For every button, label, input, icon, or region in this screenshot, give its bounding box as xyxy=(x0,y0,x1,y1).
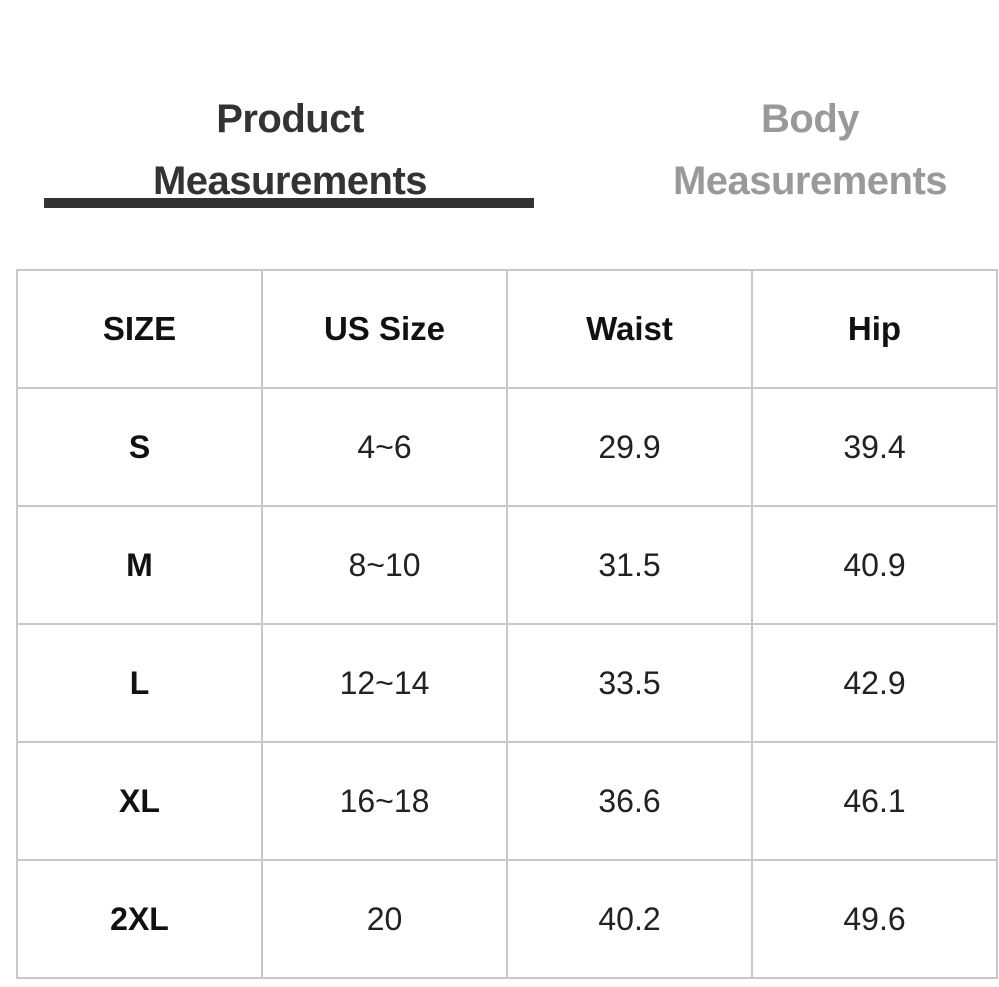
table-row: XL 16~18 36.6 46.1 xyxy=(16,741,998,861)
header-size: SIZE xyxy=(16,269,263,389)
cell-size: S xyxy=(16,387,263,507)
cell-size: XL xyxy=(16,741,263,861)
active-tab-indicator xyxy=(44,198,534,208)
table-row: L 12~14 33.5 42.9 xyxy=(16,623,998,743)
cell-waist: 40.2 xyxy=(506,859,753,979)
tab-body-measurements[interactable]: Body Measurements xyxy=(600,88,999,212)
table-row: 2XL 20 40.2 49.6 xyxy=(16,859,998,979)
cell-size: M xyxy=(16,505,263,625)
size-chart-table: SIZE US Size Waist Hip S 4~6 29.9 39.4 M 8~10… xyxy=(16,269,998,979)
cell-waist: 31.5 xyxy=(506,505,753,625)
cell-waist: 33.5 xyxy=(506,623,753,743)
cell-waist: 29.9 xyxy=(506,387,753,507)
cell-hip: 49.6 xyxy=(751,859,998,979)
tab-label-line2: Measurements xyxy=(672,159,948,203)
cell-hip: 39.4 xyxy=(751,387,998,507)
cell-hip: 42.9 xyxy=(751,623,998,743)
header-hip: Hip xyxy=(751,269,998,389)
cell-waist: 36.6 xyxy=(506,741,753,861)
cell-us-size: 20 xyxy=(261,859,508,979)
cell-hip: 46.1 xyxy=(751,741,998,861)
cell-us-size: 16~18 xyxy=(261,741,508,861)
tab-product-measurements[interactable]: Product Measurements xyxy=(46,88,534,212)
cell-size: 2XL xyxy=(16,859,263,979)
table-row: S 4~6 29.9 39.4 xyxy=(16,387,998,507)
cell-us-size: 4~6 xyxy=(261,387,508,507)
table-row: M 8~10 31.5 40.9 xyxy=(16,505,998,625)
tab-label-line1: Body xyxy=(761,97,860,141)
table-header-row: SIZE US Size Waist Hip xyxy=(16,269,998,389)
tab-label-line1: Product xyxy=(216,97,364,141)
tab-label-line2: Measurements xyxy=(152,159,428,203)
cell-us-size: 12~14 xyxy=(261,623,508,743)
header-us-size: US Size xyxy=(261,269,508,389)
cell-hip: 40.9 xyxy=(751,505,998,625)
cell-size: L xyxy=(16,623,263,743)
cell-us-size: 8~10 xyxy=(261,505,508,625)
header-waist: Waist xyxy=(506,269,753,389)
